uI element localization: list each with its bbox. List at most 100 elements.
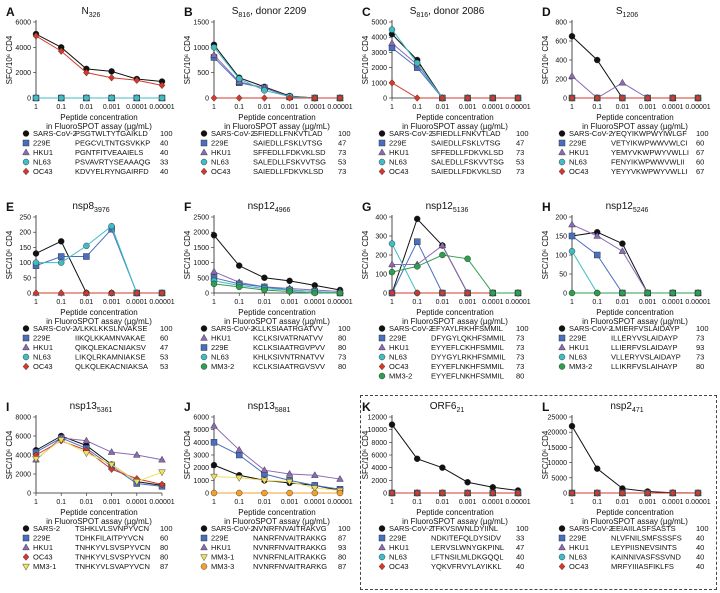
data-point — [107, 461, 116, 469]
legend-marker — [22, 167, 30, 176]
x-tick-label: 1 — [390, 499, 394, 506]
x-axis-label-line1: Peptide concentration — [416, 113, 493, 122]
legend-name: MM3-3 — [211, 562, 234, 571]
data-point — [644, 489, 651, 497]
data-point — [158, 94, 166, 102]
legend-identity: 60 — [160, 334, 168, 343]
data-point — [388, 39, 396, 46]
x-tick-label: 0.0001 — [662, 499, 684, 506]
legend-name: SARS-CoV-2 — [389, 524, 433, 533]
x-tick-label: 0.0001 — [482, 499, 504, 506]
data-point — [413, 289, 421, 297]
y-tick-label: 2000 — [193, 465, 209, 472]
series-line — [213, 441, 341, 490]
legend-sequence: SAIEDLLFSKLVTSG — [253, 139, 323, 148]
legend-name: SARS-CoV-2 — [569, 324, 613, 333]
legend-name: NL63 — [569, 158, 587, 167]
legend-marker — [22, 334, 30, 342]
x-axis-label-line1: Peptide concentration — [596, 508, 673, 517]
legend-sequence: VLLERYVSLAIDAYP — [611, 353, 681, 362]
legend-sequence: IIKQLKKAMNVAKAE — [75, 334, 145, 343]
series-line — [213, 476, 341, 491]
data-point — [593, 94, 601, 102]
y-tick-label: 250 — [19, 215, 31, 222]
x-tick-label: 0.00001 — [149, 499, 174, 506]
legend-sequence: EYYEFLCKHFSMMIL — [431, 343, 504, 352]
data-point — [57, 437, 65, 444]
title-main: S — [232, 6, 239, 17]
series-line — [213, 283, 340, 294]
y-tick-label: 0 — [563, 291, 567, 298]
legend-marker — [200, 130, 208, 137]
x-tick-label: 0.01 — [258, 499, 272, 506]
data-point — [82, 450, 91, 458]
data-point — [32, 456, 40, 463]
series-line — [571, 235, 698, 294]
series-line — [391, 29, 518, 99]
data-point — [388, 79, 396, 87]
title-subscript: 5246 — [633, 207, 649, 214]
legend-marker — [22, 563, 30, 571]
legend-marker — [200, 554, 208, 562]
legend-sequence: PSVAVRTYSEAAAQG — [75, 158, 151, 167]
x-tick-label: 0.1 — [592, 104, 602, 111]
legend-sequence: VLKKLKKSLNVAKSE — [75, 324, 147, 333]
legend-name: NL63 — [569, 553, 587, 562]
legend-marker — [22, 525, 30, 532]
x-tick-label: 0.001 — [103, 104, 121, 111]
legend-marker — [22, 130, 30, 137]
legend-marker — [378, 372, 386, 380]
y-axis-label: SFC/10⁶ CD4 — [361, 230, 370, 279]
data-point — [260, 477, 269, 485]
legend-identity: 80 — [338, 553, 346, 562]
data-point — [133, 94, 141, 102]
legend-name: HKU1 — [211, 148, 231, 157]
title-extra: , donor 2086 — [428, 6, 485, 17]
data-point — [336, 489, 344, 497]
legend-marker — [200, 563, 208, 570]
legend-sequence: SAIEDLLFSKLVTSG — [431, 139, 501, 148]
data-point — [235, 475, 243, 482]
data-point — [158, 81, 166, 90]
series-line — [391, 33, 518, 99]
y-axis-label: SFC/10⁶ CD4 — [5, 35, 14, 84]
y-tick-label: 400 — [555, 58, 567, 65]
legend-identity: 47 — [516, 543, 524, 552]
panel-letter: E — [6, 200, 14, 214]
y-tick-label: 100 — [19, 260, 31, 267]
y-tick-label: 8000 — [15, 415, 31, 422]
panel-letter: D — [542, 5, 551, 19]
data-point — [210, 267, 218, 275]
data-point — [619, 94, 626, 102]
legend-marker — [200, 525, 208, 532]
title-subscript: 3976 — [94, 207, 110, 214]
x-tick-label: 0.1 — [412, 299, 422, 306]
x-axis-label-line2: in FluoroSPOT assay (µg/mL) — [224, 517, 330, 526]
series-line — [35, 437, 163, 461]
legend-identity: 100 — [338, 324, 351, 333]
legend-marker — [200, 363, 208, 370]
legend-sequence: NVNRFNVAITRAKKG — [253, 543, 327, 552]
data-point — [414, 455, 421, 462]
data-point — [568, 220, 576, 228]
y-tick-label: 1000 — [371, 80, 387, 87]
legend-sequence: SAIEDLLFDKVKLSD — [253, 167, 324, 176]
title-main: nsp13 — [248, 401, 276, 412]
x-tick-label: 0.01 — [80, 499, 94, 506]
legend-marker — [378, 158, 386, 166]
legend-identity: 67 — [696, 148, 704, 157]
y-tick-label: 5000 — [193, 427, 209, 434]
series-line — [35, 33, 163, 83]
legend-name: OC43 — [33, 553, 53, 562]
panel-title: S816, donor 2209 — [232, 6, 307, 19]
x-tick-label: 0.00001 — [327, 299, 352, 306]
panel-title: nsp135881 — [248, 401, 291, 414]
x-tick-label: 0.1 — [234, 104, 244, 111]
legend-identity: 100 — [160, 524, 173, 533]
x-tick-label: 1 — [34, 499, 38, 506]
legend-identity: 100 — [160, 324, 173, 333]
series-line — [213, 271, 341, 292]
data-point — [58, 94, 65, 102]
x-tick-label: 0.00001 — [685, 104, 710, 111]
